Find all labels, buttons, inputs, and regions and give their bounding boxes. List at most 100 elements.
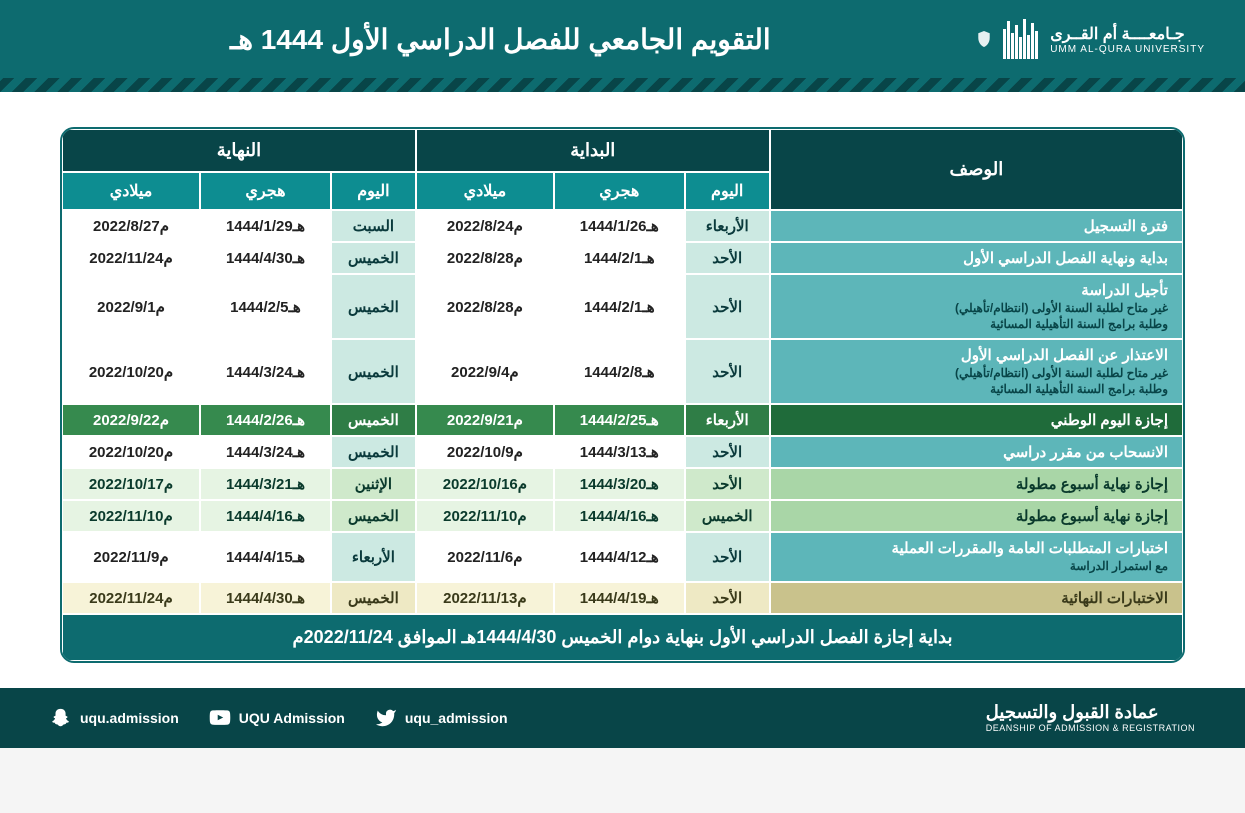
col-end: النهاية xyxy=(62,129,416,172)
start-day: الأحد xyxy=(685,532,770,582)
end-day: الخميس xyxy=(331,582,416,614)
end-day: الخميس xyxy=(331,339,416,404)
start-day: الخميس xyxy=(685,500,770,532)
start-hijri: 1444/3/13هـ xyxy=(554,436,685,468)
start-greg: 2022/11/6م xyxy=(416,532,554,582)
calendar-page: جـامعــــة أم القــرى UMM AL-QURA UNIVER… xyxy=(0,0,1245,748)
start-day: الأحد xyxy=(685,582,770,614)
end-hijri: 1444/1/29هـ xyxy=(200,210,331,242)
col-start: البداية xyxy=(416,129,770,172)
start-greg: 2022/9/4م xyxy=(416,339,554,404)
end-hijri: 1444/2/26هـ xyxy=(200,404,331,436)
table-row: إجازة نهاية أسبوع مطولةالأحد1444/3/20هـ2… xyxy=(62,468,1183,500)
end-greg: 2022/10/20م xyxy=(62,339,200,404)
desc-cell: بداية ونهاية الفصل الدراسي الأول xyxy=(770,242,1183,274)
desc-subtitle: غير متاح لطلبة السنة الأولى (انتظام/تأهي… xyxy=(785,366,1168,397)
end-day: الإثنين xyxy=(331,468,416,500)
start-hijri: 1444/4/16هـ xyxy=(554,500,685,532)
twitter-link[interactable]: uqu_admission xyxy=(375,707,508,729)
start-day: الأحد xyxy=(685,242,770,274)
end-day: الخميس xyxy=(331,242,416,274)
desc-cell: إجازة اليوم الوطني xyxy=(770,404,1183,436)
desc-subtitle: غير متاح لطلبة السنة الأولى (انتظام/تأهي… xyxy=(785,301,1168,332)
desc-cell: اختبارات المتطلبات العامة والمقررات العم… xyxy=(770,532,1183,582)
end-greg: 2022/11/9م xyxy=(62,532,200,582)
table-row: اختبارات المتطلبات العامة والمقررات العم… xyxy=(62,532,1183,582)
end-greg: 2022/8/27م xyxy=(62,210,200,242)
start-greg: 2022/8/24م xyxy=(416,210,554,242)
start-hijri: 1444/4/12هـ xyxy=(554,532,685,582)
desc-cell: تأجيل الدراسةغير متاح لطلبة السنة الأولى… xyxy=(770,274,1183,339)
start-day: الأحد xyxy=(685,436,770,468)
table-row: إجازة نهاية أسبوع مطولةالخميس1444/4/16هـ… xyxy=(62,500,1183,532)
end-day: السبت xyxy=(331,210,416,242)
end-greg: 2022/9/22م xyxy=(62,404,200,436)
end-hijri: 1444/4/15هـ xyxy=(200,532,331,582)
end-hijri: 1444/4/30هـ xyxy=(200,582,331,614)
footer-bar: عمادة القبول والتسجيل DEANSHIP OF ADMISS… xyxy=(0,688,1245,748)
start-greg: 2022/8/28م xyxy=(416,242,554,274)
end-greg: 2022/9/1م xyxy=(62,274,200,339)
start-day: الأحد xyxy=(685,339,770,404)
uni-name-en: UMM AL-QURA UNIVERSITY xyxy=(1050,44,1205,55)
uni-name-ar: جـامعــــة أم القــرى xyxy=(1050,24,1205,44)
start-greg: 2022/11/10م xyxy=(416,500,554,532)
start-hijri: 1444/1/26هـ xyxy=(554,210,685,242)
end-greg: 2022/11/24م xyxy=(62,242,200,274)
twitter-icon xyxy=(375,707,397,729)
start-day: الأربعاء xyxy=(685,210,770,242)
start-hijri: 1444/3/20هـ xyxy=(554,468,685,500)
table-row: تأجيل الدراسةغير متاح لطلبة السنة الأولى… xyxy=(62,274,1183,339)
end-hijri: 1444/3/24هـ xyxy=(200,436,331,468)
seal-icon xyxy=(977,31,991,47)
desc-cell: الاختبارات النهائية xyxy=(770,582,1183,614)
header: جـامعــــة أم القــرى UMM AL-QURA UNIVER… xyxy=(0,0,1245,78)
end-hijri: 1444/2/5هـ xyxy=(200,274,331,339)
start-greg: 2022/10/16م xyxy=(416,468,554,500)
end-greg: 2022/10/17م xyxy=(62,468,200,500)
desc-cell: إجازة نهاية أسبوع مطولة xyxy=(770,468,1183,500)
end-hijri: 1444/4/16هـ xyxy=(200,500,331,532)
table-row: الانسحاب من مقرر دراسيالأحد1444/3/13هـ20… xyxy=(62,436,1183,468)
desc-cell: الاعتذار عن الفصل الدراسي الأولغير متاح … xyxy=(770,339,1183,404)
content-area: الوصف البداية النهاية اليوم هجري ميلادي … xyxy=(0,92,1245,688)
end-day: الأربعاء xyxy=(331,532,416,582)
logo-icon xyxy=(1003,19,1038,59)
col-start-day: اليوم xyxy=(685,172,770,210)
dean-en: DEANSHIP OF ADMISSION & REGISTRATION xyxy=(986,723,1195,733)
start-greg: 2022/11/13م xyxy=(416,582,554,614)
desc-cell: الانسحاب من مقرر دراسي xyxy=(770,436,1183,468)
table-row: فترة التسجيلالأربعاء1444/1/26هـ2022/8/24… xyxy=(62,210,1183,242)
start-greg: 2022/8/28م xyxy=(416,274,554,339)
col-start-hijri: هجري xyxy=(554,172,685,210)
social-links: uqu_admission UQU Admission uqu.admissio… xyxy=(50,707,508,729)
university-logo: جـامعــــة أم القــرى UMM AL-QURA UNIVER… xyxy=(977,19,1205,59)
desc-cell: إجازة نهاية أسبوع مطولة xyxy=(770,500,1183,532)
col-end-day: اليوم xyxy=(331,172,416,210)
start-day: الأربعاء xyxy=(685,404,770,436)
end-hijri: 1444/4/30هـ xyxy=(200,242,331,274)
table-footer: بداية إجازة الفصل الدراسي الأول بنهاية د… xyxy=(62,614,1183,661)
col-desc: الوصف xyxy=(770,129,1183,210)
end-hijri: 1444/3/21هـ xyxy=(200,468,331,500)
snapchat-link[interactable]: uqu.admission xyxy=(50,707,179,729)
col-end-greg: ميلادي xyxy=(62,172,200,210)
start-day: الأحد xyxy=(685,468,770,500)
start-greg: 2022/10/9م xyxy=(416,436,554,468)
desc-cell: فترة التسجيل xyxy=(770,210,1183,242)
page-title: التقويم الجامعي للفصل الدراسي الأول 1444… xyxy=(50,23,977,56)
end-hijri: 1444/3/24هـ xyxy=(200,339,331,404)
table-row: الاختبارات النهائيةالأحد1444/4/19هـ2022/… xyxy=(62,582,1183,614)
snapchat-icon xyxy=(50,707,72,729)
start-day: الأحد xyxy=(685,274,770,339)
end-day: الخميس xyxy=(331,274,416,339)
end-greg: 2022/11/24م xyxy=(62,582,200,614)
end-day: الخميس xyxy=(331,436,416,468)
youtube-icon xyxy=(209,707,231,729)
youtube-link[interactable]: UQU Admission xyxy=(209,707,345,729)
start-hijri: 1444/2/8هـ xyxy=(554,339,685,404)
table-row: بداية ونهاية الفصل الدراسي الأولالأحد 144… xyxy=(62,242,1183,274)
col-end-hijri: هجري xyxy=(200,172,331,210)
calendar-table: الوصف البداية النهاية اليوم هجري ميلادي … xyxy=(60,127,1185,663)
end-day: الخميس xyxy=(331,500,416,532)
